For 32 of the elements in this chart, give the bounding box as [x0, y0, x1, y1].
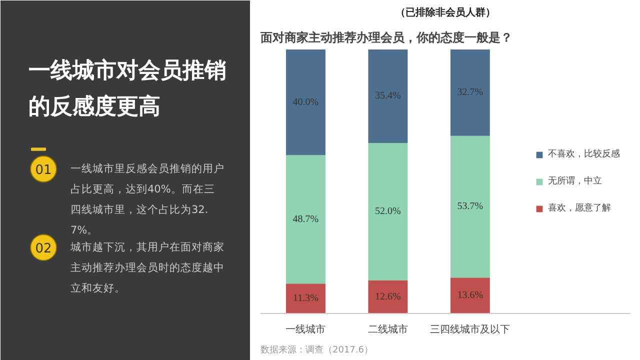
data-label: 40.0%: [292, 96, 319, 108]
text: 一线城市里反感会员推销的用户占比更高，达到40%。而在三四线城市里，这个占比为32.7%。: [70, 162, 224, 236]
legend-label: 喜欢，愿意了解: [548, 202, 611, 214]
data-label: 53.7%: [457, 201, 484, 212]
data-label: 35.4%: [375, 90, 401, 102]
data-label: 12.6%: [375, 291, 401, 302]
data-label: 11.3%: [292, 293, 318, 304]
bar: [368, 280, 408, 314]
bar: [286, 155, 326, 284]
bar: [286, 284, 326, 314]
text: 02: [35, 242, 52, 256]
chart-title: 面对商家主动推荐办理会员，你的态度一般是？: [260, 30, 512, 44]
text: 城市越下沉，其用户在面对商家主动推荐办理会员时的态度越中立和友好。: [70, 240, 224, 294]
legend-label: 无所谓，中立: [548, 175, 602, 188]
bar: [450, 136, 490, 278]
bar: [368, 142, 408, 280]
data-label: 13.6%: [457, 290, 484, 302]
data-label: 48.7%: [292, 214, 319, 225]
legend-label: 不喜欢，比较反感: [548, 148, 620, 160]
data-label: 52.0%: [375, 206, 401, 218]
bar: [368, 50, 408, 143]
data-label: 32.7%: [457, 87, 484, 98]
bar: [286, 50, 326, 156]
text: 一线城市对会员推销的反感度更高: [28, 57, 226, 120]
chart-subtitle: （已排除非会员人群）: [396, 6, 496, 18]
x-tick-label: 二线城市: [368, 324, 408, 336]
x-tick-label: 一线城市: [286, 324, 326, 336]
bar: [450, 50, 490, 136]
source-note: 数据来源：调查（2017.6）: [260, 344, 373, 356]
text: 01: [35, 163, 52, 178]
x-tick-label: 三四线城市及以下: [430, 324, 510, 336]
bar: [450, 278, 490, 314]
